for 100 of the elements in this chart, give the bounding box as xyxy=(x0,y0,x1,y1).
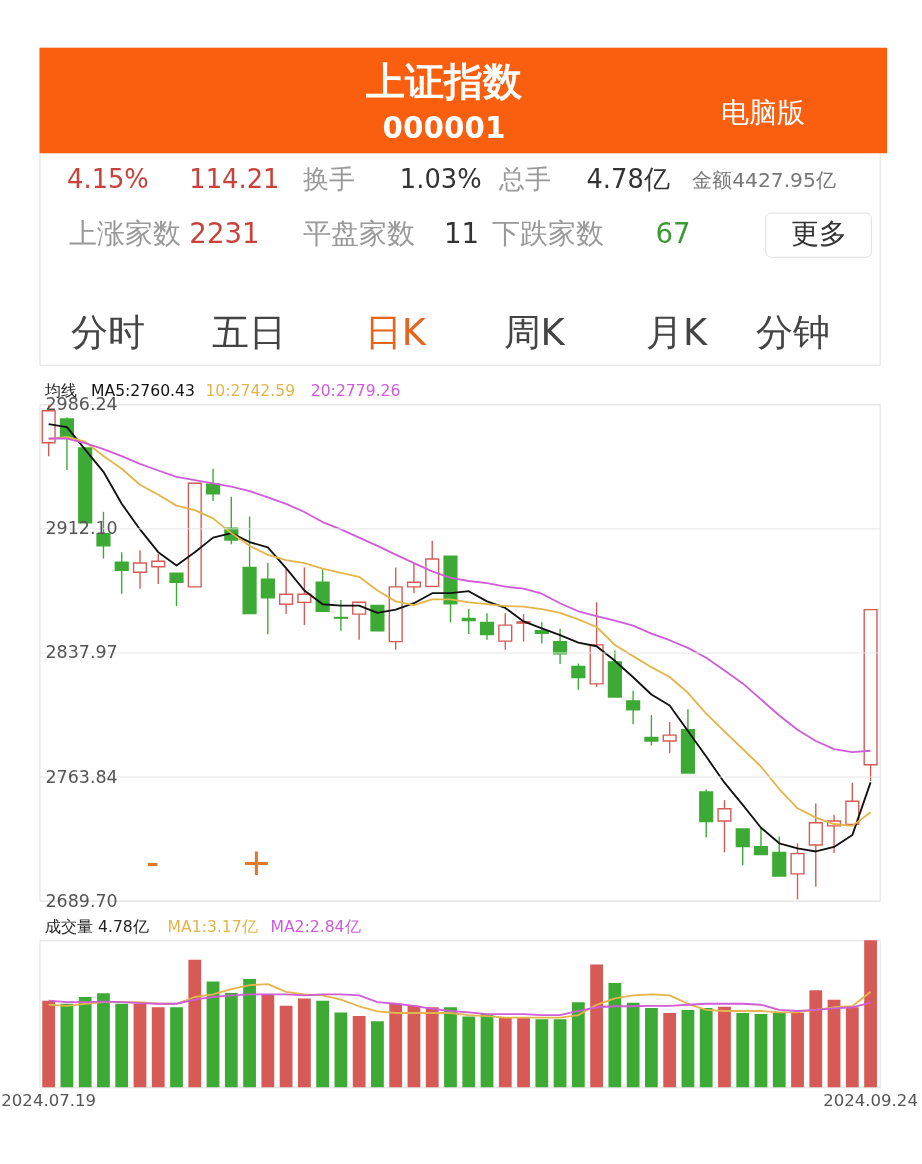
candlestick xyxy=(808,802,823,888)
text: 更多 xyxy=(791,217,848,251)
bar xyxy=(425,1007,439,1088)
y-tick-label: 2837.97 xyxy=(45,642,118,663)
bar xyxy=(608,983,622,1088)
x-tick-label: 2024.09.24 xyxy=(823,1091,918,1111)
bar xyxy=(297,998,311,1088)
candlestick xyxy=(279,568,294,615)
bar xyxy=(517,1017,530,1088)
candlestick xyxy=(534,621,549,645)
bar xyxy=(754,1014,768,1088)
text: 1.03% xyxy=(399,164,482,195)
bar xyxy=(845,1007,859,1088)
bar xyxy=(188,959,202,1088)
candlestick xyxy=(406,562,422,594)
text: 2231 xyxy=(189,217,260,251)
text: 周K xyxy=(503,311,566,355)
candlestick xyxy=(753,826,769,856)
bar xyxy=(42,1000,56,1088)
text: 换手 xyxy=(303,164,356,195)
bar xyxy=(60,1003,74,1088)
bar xyxy=(498,1017,512,1088)
candlestick xyxy=(735,828,750,866)
text: 4.78亿 xyxy=(586,164,670,195)
text: 总手 xyxy=(498,164,552,195)
chart-title: 上证指数 xyxy=(365,58,523,104)
bar xyxy=(699,1007,713,1088)
candlestick xyxy=(717,799,732,854)
text: 20:2779.26 xyxy=(310,382,401,401)
x-tick-label: 2024.07.19 xyxy=(1,1091,96,1111)
text: 10:2742.59 xyxy=(205,382,296,401)
bar xyxy=(772,1013,786,1088)
y-tick-label: 2689.70 xyxy=(45,890,118,911)
bar xyxy=(444,1007,457,1088)
text: 11 xyxy=(443,217,480,251)
bar xyxy=(151,1007,165,1088)
bar xyxy=(571,1002,585,1088)
bar xyxy=(389,1003,403,1088)
bar xyxy=(316,1000,330,1088)
annotation: + xyxy=(241,840,272,884)
candlestick xyxy=(498,612,513,651)
text: 114.21 xyxy=(189,164,280,195)
bar xyxy=(827,999,841,1088)
text: 五日 xyxy=(212,311,287,355)
candlestick xyxy=(260,562,275,635)
bar xyxy=(206,981,220,1088)
bar xyxy=(864,940,877,1088)
candlestick xyxy=(169,572,184,607)
bar xyxy=(645,1007,658,1088)
text: 分钟 xyxy=(756,311,831,355)
candlestick xyxy=(571,662,586,691)
bar xyxy=(809,990,823,1088)
candlestick xyxy=(790,842,805,901)
bar xyxy=(97,993,110,1088)
bar xyxy=(352,1016,366,1088)
candlestick xyxy=(772,835,787,877)
candlestick xyxy=(114,551,129,595)
y-tick-label: 2763.84 xyxy=(45,766,118,787)
candlestick xyxy=(132,549,148,590)
bar xyxy=(791,1013,804,1088)
chart-subtitle: 000001 xyxy=(382,110,506,145)
bar xyxy=(535,1019,549,1088)
bar xyxy=(718,1006,731,1088)
text: MA1:3.17亿 xyxy=(167,917,258,936)
legend-title: 成交量 4.78亿 xyxy=(45,917,149,936)
bar xyxy=(681,1009,695,1088)
bar xyxy=(407,1005,421,1088)
text: 4.15% xyxy=(67,164,149,195)
candlestick xyxy=(297,566,312,626)
bar xyxy=(78,996,92,1088)
text: 电脑版 xyxy=(720,96,805,130)
bar xyxy=(243,978,256,1088)
text: MA2:2.84亿 xyxy=(270,917,361,936)
bar xyxy=(170,1007,183,1088)
candlestick xyxy=(333,599,348,632)
text: 下跌家数 xyxy=(491,217,604,251)
text: 平盘家数 xyxy=(303,217,416,251)
bar xyxy=(133,1003,147,1088)
text: 分时 xyxy=(71,311,146,355)
bar xyxy=(480,1014,494,1088)
candlestick xyxy=(479,612,495,641)
text: 月K xyxy=(646,311,709,355)
text: 金额4427.95亿 xyxy=(692,168,836,193)
candlestick xyxy=(662,721,677,754)
bar xyxy=(261,994,275,1088)
bar xyxy=(279,1005,293,1088)
bar xyxy=(224,992,238,1088)
bar xyxy=(462,1016,476,1088)
bar xyxy=(115,1003,129,1088)
bar xyxy=(553,1019,567,1088)
text: 67 xyxy=(655,217,691,251)
bar xyxy=(371,1021,384,1088)
bar xyxy=(334,1012,348,1088)
candlestick xyxy=(644,714,659,747)
candlestick xyxy=(626,690,641,725)
bar xyxy=(663,1013,677,1088)
bar xyxy=(590,964,603,1088)
bar xyxy=(736,1013,750,1088)
annotation: - xyxy=(145,840,160,884)
bar xyxy=(626,1002,640,1088)
